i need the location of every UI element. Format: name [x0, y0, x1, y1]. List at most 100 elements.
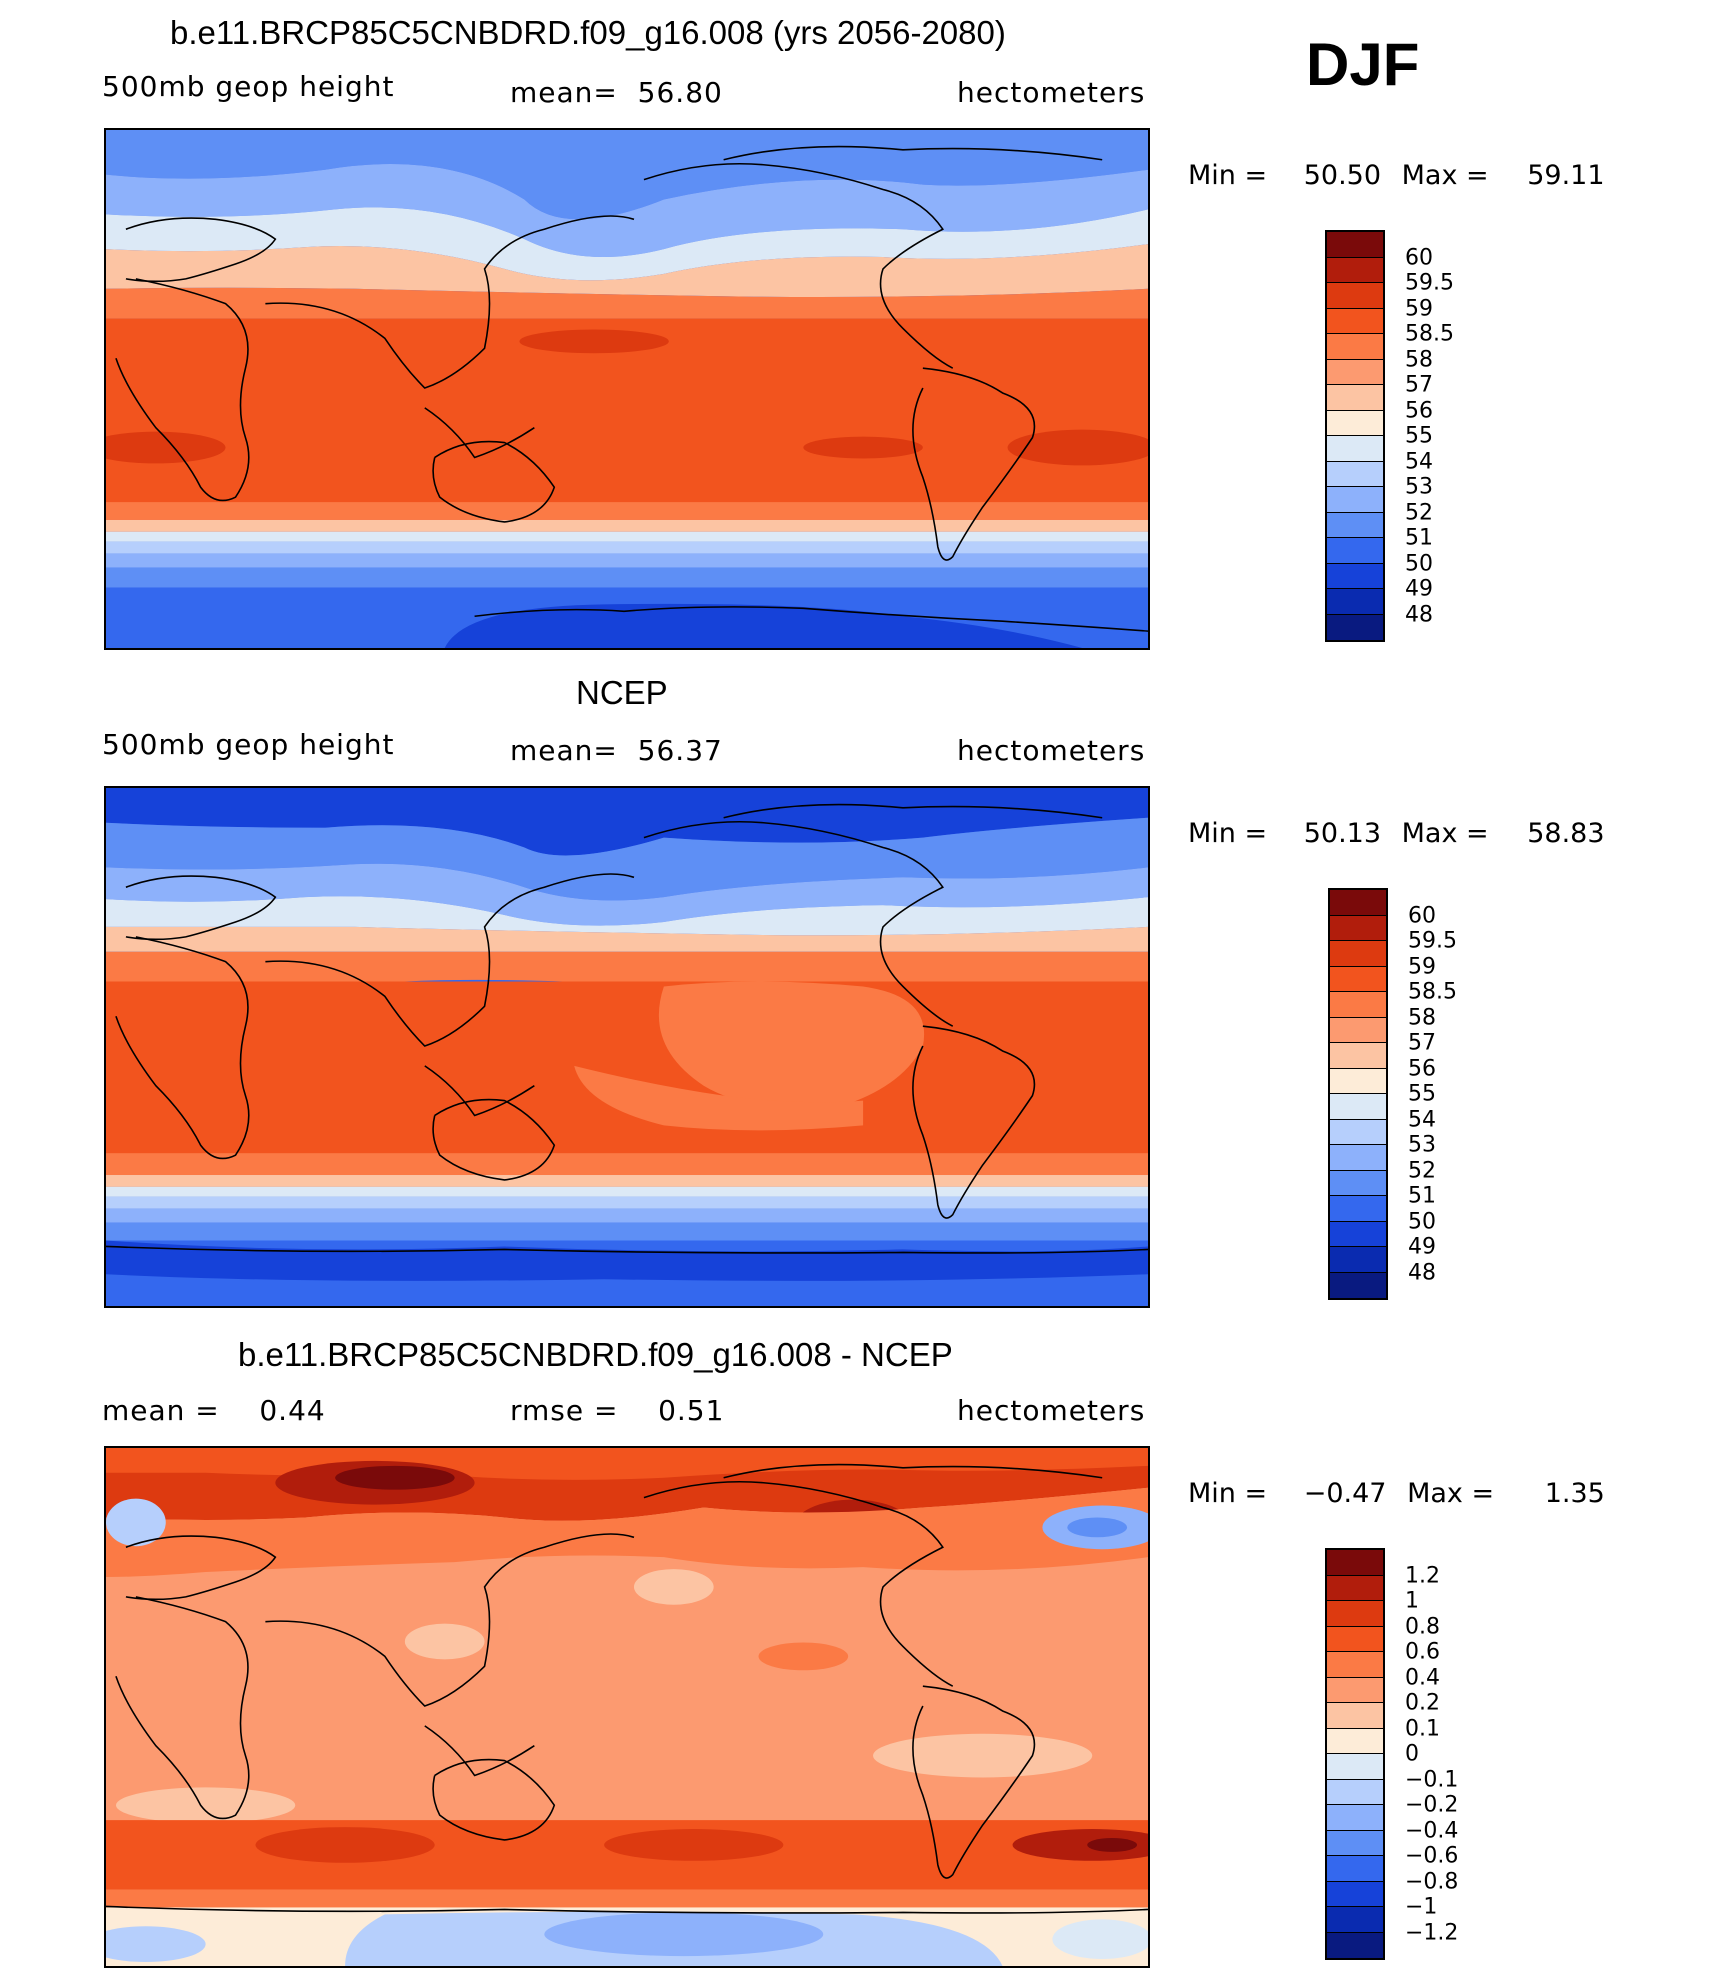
panel-model-max-label: Max =: [1401, 160, 1489, 191]
colorbar-swatch: [1327, 359, 1383, 385]
diff-map-svg: [106, 1448, 1148, 1966]
colorbar-swatch: [1330, 915, 1386, 941]
colorbar-label: 54: [1408, 1107, 1436, 1132]
colorbar-label: 1.2: [1405, 1563, 1440, 1588]
colorbar-swatch: [1327, 512, 1383, 538]
panel-obs-mean: mean= 56.37: [510, 734, 723, 767]
panel-model-map: [104, 128, 1150, 650]
colorbar-swatch: [1327, 1601, 1383, 1627]
panel-model-colorbar: [1325, 230, 1385, 642]
colorbar-label: 48: [1408, 1260, 1436, 1285]
panel-diff-min-value: −0.47: [1303, 1478, 1387, 1509]
colorbar-label: 50: [1405, 551, 1433, 576]
panel-diff-units: hectometers: [957, 1394, 1146, 1427]
panel-model-min-value: 50.50: [1303, 160, 1382, 191]
colorbar-label: 57: [1405, 372, 1433, 398]
colorbar-label: 53: [1408, 1132, 1436, 1158]
colorbar-label: 50: [1408, 1209, 1436, 1234]
colorbar-label: 59.5: [1405, 270, 1454, 296]
panel-diff-mean: mean = 0.44: [102, 1394, 326, 1427]
colorbar-label: −0.8: [1405, 1869, 1459, 1894]
colorbar-swatch: [1330, 966, 1386, 992]
panel-obs-colorbar: [1328, 888, 1388, 1300]
colorbar-label: 59: [1405, 296, 1433, 321]
colorbar-swatch: [1327, 1754, 1383, 1780]
colorbar-label: 59.5: [1408, 928, 1457, 954]
panel-obs-units: hectometers: [957, 734, 1146, 767]
colorbar-swatch: [1327, 538, 1383, 564]
colorbar-label: 0.6: [1405, 1639, 1440, 1665]
colorbar-swatch: [1327, 1779, 1383, 1805]
colorbar-label: 55: [1405, 423, 1433, 449]
panel-model-title: b.e11.BRCP85C5CNBDRD.f09_g16.008 (yrs 20…: [170, 14, 1006, 51]
colorbar-swatch: [1330, 1068, 1386, 1094]
panel-model-units: hectometers: [957, 76, 1146, 109]
panel-obs-max-label: Max =: [1401, 818, 1489, 849]
colorbar-swatch: [1327, 1703, 1383, 1729]
colorbar-swatch: [1327, 436, 1383, 462]
colorbar-swatch: [1327, 1856, 1383, 1882]
colorbar-label: 58.5: [1408, 979, 1457, 1005]
panel-diff-title: b.e11.BRCP85C5CNBDRD.f09_g16.008 - NCEP: [238, 1336, 953, 1373]
colorbar-swatch: [1330, 1043, 1386, 1069]
panel-model-mean: mean= 56.80: [510, 76, 723, 109]
colorbar-swatch: [1327, 1652, 1383, 1678]
panel-obs-title: NCEP: [576, 674, 668, 711]
panel-obs-minmax: Min = 50.13 Max = 58.83: [1188, 818, 1605, 849]
colorbar-swatch: [1327, 1932, 1383, 1958]
model-map-svg: [106, 130, 1148, 648]
colorbar-label: 57: [1408, 1030, 1436, 1056]
colorbar-label: 58: [1405, 347, 1433, 372]
colorbar-label: 59: [1408, 954, 1436, 979]
colorbar-label: 58.5: [1405, 321, 1454, 347]
colorbar-swatch: [1330, 890, 1386, 916]
colorbar-swatch: [1327, 257, 1383, 283]
panel-diff-map: [104, 1446, 1150, 1968]
colorbar-swatch: [1327, 1907, 1383, 1933]
colorbar-swatch: [1327, 1728, 1383, 1754]
panel-diff-rmse: rmse = 0.51: [510, 1394, 725, 1427]
colorbar-swatch: [1330, 941, 1386, 967]
panel-model-min-label: Min =: [1188, 160, 1268, 191]
panel-obs-variable: 500mb geop height: [102, 728, 395, 761]
colorbar-label: −1: [1405, 1894, 1438, 1920]
colorbar-swatch: [1330, 992, 1386, 1018]
colorbar-swatch: [1327, 1805, 1383, 1831]
colorbar-label: 51: [1405, 525, 1433, 551]
panel-diff-colorbar: [1325, 1548, 1385, 1960]
colorbar-label: 56: [1408, 1056, 1436, 1081]
colorbar-swatch: [1327, 614, 1383, 640]
colorbar-swatch: [1327, 1830, 1383, 1856]
colorbar-label: −0.6: [1405, 1843, 1459, 1869]
colorbar-swatch: [1327, 1626, 1383, 1652]
colorbar-swatch: [1327, 334, 1383, 360]
colorbar-label: 51: [1408, 1183, 1436, 1209]
colorbar-label: −1.2: [1405, 1920, 1459, 1945]
panel-model-minmax: Min = 50.50 Max = 59.11: [1188, 160, 1605, 191]
colorbar-label: 58: [1408, 1005, 1436, 1030]
season-label: DJF: [1306, 31, 1420, 98]
colorbar-swatch: [1327, 461, 1383, 487]
colorbar-label: 49: [1405, 576, 1433, 602]
colorbar-label: −0.2: [1405, 1792, 1459, 1818]
panel-model-variable: 500mb geop height: [102, 70, 395, 103]
colorbar-label: 56: [1405, 398, 1433, 423]
colorbar-label: 0.8: [1405, 1614, 1440, 1639]
colorbar-swatch: [1327, 1677, 1383, 1703]
colorbar-swatch: [1327, 1575, 1383, 1601]
colorbar-swatch: [1327, 232, 1383, 258]
colorbar-label: 52: [1408, 1158, 1436, 1183]
colorbar-swatch: [1330, 1170, 1386, 1196]
colorbar-label: 53: [1405, 474, 1433, 500]
colorbar-swatch: [1327, 385, 1383, 411]
panel-obs-map: [104, 786, 1150, 1308]
colorbar-swatch: [1330, 1247, 1386, 1273]
colorbar-label: 0.2: [1405, 1690, 1440, 1716]
colorbar-label: 1: [1405, 1588, 1419, 1614]
colorbar-label: 49: [1408, 1234, 1436, 1260]
colorbar-swatch: [1330, 1145, 1386, 1171]
colorbar-label: 52: [1405, 500, 1433, 525]
obs-map-svg: [106, 788, 1148, 1306]
colorbar-label: −0.4: [1405, 1818, 1459, 1843]
colorbar-swatch: [1327, 1881, 1383, 1907]
